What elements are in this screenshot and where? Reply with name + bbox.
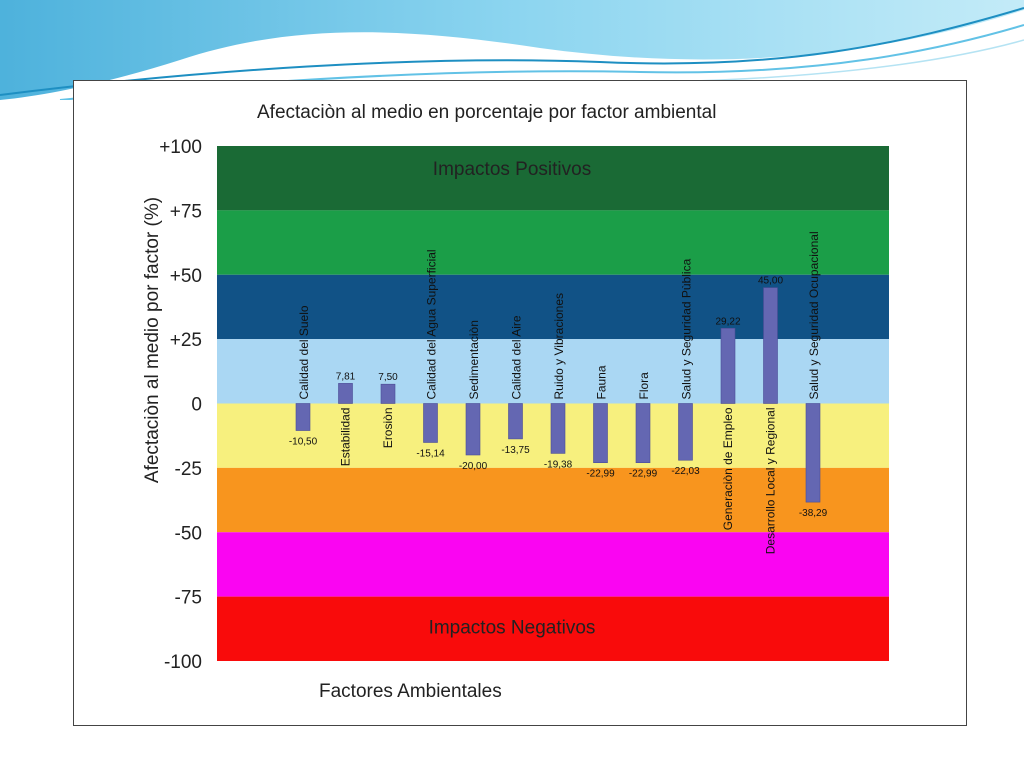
category-label: Flora	[637, 372, 651, 400]
category-label: Estabilidad	[339, 408, 353, 467]
bar	[763, 287, 778, 404]
bar	[465, 403, 481, 456]
bar-value-label: 7,50	[378, 372, 398, 383]
band-0	[217, 146, 889, 211]
bar	[635, 403, 651, 463]
category-label: Generaciòn de Empleo	[721, 407, 735, 530]
category-label: Salud y Seguridad Pùblica	[680, 258, 694, 399]
chart-frame: Afectaciòn al medio en porcentaje por fa…	[73, 80, 967, 726]
bar-value-label: -22,99	[629, 469, 658, 480]
category-label: Calidad del Aire	[510, 315, 524, 399]
y-tick-label: -50	[175, 523, 202, 544]
wave-line-1	[0, 7, 1024, 96]
y-tick-label: -75	[175, 588, 202, 609]
category-label: Erosiòn	[381, 408, 395, 449]
bar	[805, 403, 821, 503]
y-tick-label: +75	[170, 201, 202, 222]
bar-value-label: -22,03	[671, 466, 700, 477]
bar	[550, 403, 566, 454]
bar-value-label: 29,22	[715, 316, 740, 327]
bar-value-label: 7,81	[336, 371, 356, 382]
bar-value-label: -10,50	[289, 437, 318, 448]
band-7	[217, 596, 889, 661]
bar-value-label: -22,99	[586, 469, 615, 480]
category-label: Salud y Seguridad Ocupacional	[807, 231, 821, 399]
y-tick-label: +25	[170, 330, 202, 351]
y-tick-label: 0	[191, 395, 202, 416]
category-label: Sedimentaciòn	[467, 320, 481, 399]
chart-plot: +100 +75 +50 +25 0 -25 -50 -75 -100 Impactos Posi…	[159, 137, 889, 673]
category-label: Desarrollo Local y Regional	[764, 408, 778, 555]
bar-value-label: -19,38	[544, 459, 573, 470]
y-tick-label: +50	[170, 266, 202, 287]
bar-value-label: -15,14	[416, 448, 445, 459]
band-5	[217, 467, 889, 533]
bar-value-label: 45,00	[758, 276, 783, 287]
bar	[380, 383, 396, 404]
y-tick-label: -100	[164, 652, 202, 673]
band-label: Impactos Positivos	[433, 159, 591, 180]
y-tick-label: -25	[175, 459, 202, 480]
bar-value-label: -20,00	[459, 461, 488, 472]
band-1	[217, 210, 889, 275]
x-axis-label: Factores Ambientales	[319, 681, 502, 702]
bar	[720, 327, 736, 404]
y-tick-label: +100	[159, 137, 202, 158]
bar	[423, 403, 438, 443]
bar-value-label: -13,75	[501, 445, 530, 456]
category-label: Calidad del Suelo	[297, 305, 311, 399]
bar	[508, 403, 523, 440]
bar	[295, 403, 311, 431]
category-label: Calidad del Agua Superficial	[425, 249, 439, 399]
wave-fill	[0, 0, 1024, 100]
bar	[338, 383, 353, 404]
category-label: Ruido y Vibraciones	[552, 293, 566, 400]
category-label: Fauna	[595, 365, 609, 399]
band-label: Impactos Negativos	[429, 618, 596, 639]
bar	[678, 403, 693, 461]
band-6	[217, 532, 889, 597]
bar-value-label: -38,29	[799, 508, 828, 519]
chart-title: Afectaciòn al medio en porcentaje por fa…	[257, 102, 717, 123]
bar	[593, 403, 608, 463]
